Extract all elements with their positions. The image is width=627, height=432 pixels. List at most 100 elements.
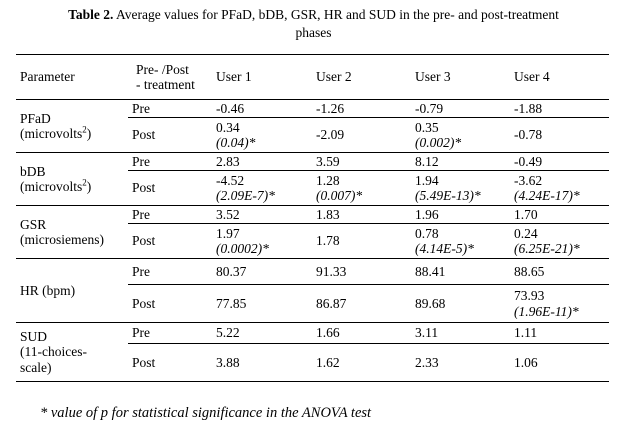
- footnote: * value of p for statistical significanc…: [40, 405, 372, 421]
- mean-value: 3.11: [415, 325, 439, 341]
- table-row: Post 3.88 1.62 2.33 1.06: [16, 344, 609, 382]
- header-user-1: User 1: [216, 69, 252, 85]
- mean-value: 1.62: [316, 354, 340, 370]
- mean-value: 1.83: [316, 206, 340, 222]
- mean-value: 89.68: [415, 295, 446, 311]
- mean-value: -4.52: [216, 172, 245, 188]
- value-cell: 80.37: [212, 258, 312, 285]
- mean-value: 88.41: [415, 263, 446, 279]
- header-user-3: User 3: [415, 69, 451, 85]
- caption-text: Average values for PFaD, bDB, GSR, HR an…: [116, 7, 559, 22]
- mean-value: 1.28: [316, 172, 340, 188]
- parameter-unit: (microvolts2): [20, 177, 92, 194]
- p-value: (0.002)*: [415, 135, 462, 150]
- mean-value: -0.79: [415, 100, 444, 116]
- table-row: Post 77.85 86.87 89.68 73.93 (1.96E-11)*: [16, 285, 609, 323]
- value-cell: 0.35 (0.002)*: [411, 118, 510, 153]
- mean-value: 86.87: [316, 295, 347, 311]
- mean-value: 0.24: [514, 225, 538, 241]
- table-row: GSR (microsiemens) Pre 3.52 1.83 1.96 1.70: [16, 205, 609, 247]
- mean-value: 2.83: [216, 153, 240, 169]
- phase-cell: Post: [132, 180, 156, 196]
- value-cell: 1.78: [312, 224, 411, 259]
- mean-value: 77.85: [216, 295, 247, 311]
- value-cell: 91.33: [312, 258, 411, 285]
- phase-cell: Post: [132, 233, 156, 249]
- parameter-cell: SUD (11-choices-scale): [16, 323, 128, 382]
- mean-value: -1.88: [514, 100, 543, 116]
- p-value: (4.14E-5)*: [415, 241, 474, 256]
- mean-value: -0.46: [216, 100, 245, 116]
- value-cell: -0.46: [212, 99, 312, 118]
- mean-value: 3.59: [316, 153, 340, 169]
- mean-value: 5.22: [216, 325, 240, 341]
- value-cell: 77.85: [212, 285, 312, 323]
- parameter-name: PFaD: [20, 110, 51, 126]
- data-table: Parameter Pre- /Post - treatment User 1 U…: [16, 54, 609, 382]
- mean-value: 0.34: [216, 119, 240, 135]
- value-cell: 89.68: [411, 285, 510, 323]
- value-cell: 3.88: [212, 344, 312, 382]
- mean-value: -0.78: [514, 127, 543, 143]
- table-row: PFaD (microvolts2) Pre -0.46 -1.26 -0.79 -1.88: [16, 99, 609, 141]
- mean-value: 1.11: [514, 325, 538, 341]
- phase-cell: Post: [132, 295, 156, 311]
- mean-value: 1.66: [316, 325, 340, 341]
- phase-cell: Pre: [128, 99, 212, 118]
- table-row: Post 1.97 (0.0002)* 1.78 0.78 (4.14E-5)* 0.24(…: [16, 224, 609, 259]
- value-cell: 3.11: [411, 322, 510, 344]
- table-caption: Table 2. Average values for PFaD, bDB, G…: [0, 6, 627, 42]
- header-user-2: User 2: [316, 69, 352, 85]
- mean-value: 1.78: [316, 233, 340, 249]
- value-cell: 88.41: [411, 258, 510, 285]
- value-cell: -1.26: [312, 99, 411, 118]
- mean-value: 73.93: [514, 288, 545, 303]
- value-cell: 2.83: [212, 152, 312, 171]
- value-cell: 1.94 (5.49E-13)*: [411, 171, 510, 206]
- p-value: (2.09E-7)*: [216, 188, 275, 203]
- parameter-name: HR (bpm): [20, 282, 76, 298]
- value-cell: -2.09: [312, 118, 411, 153]
- value-cell: 2.33: [411, 344, 510, 382]
- parameter-name: GSR: [20, 216, 47, 232]
- phase-cell: Pre: [128, 322, 212, 344]
- mean-value: 8.12: [415, 153, 439, 169]
- value-cell: 0.78 (4.14E-5)*: [411, 224, 510, 259]
- mean-value: 1.70: [514, 206, 538, 222]
- table-row: SUD (11-choices-scale) Pre 5.22 1.66 3.11 1.11: [16, 322, 609, 375]
- header-parameter: Parameter: [20, 69, 75, 85]
- value-cell: -4.52 (2.09E-7)*: [212, 171, 312, 206]
- value-cell: 88.65: [510, 258, 609, 285]
- mean-value: 1.94: [415, 172, 439, 188]
- parameter-cell: GSR (microsiemens): [16, 206, 128, 259]
- p-value: (0.007)*: [316, 188, 363, 203]
- mean-value: 3.52: [216, 206, 240, 222]
- value-cell: 1.96: [411, 205, 510, 224]
- mean-value: 91.33: [316, 263, 347, 279]
- value-cell: 3.52: [212, 205, 312, 224]
- value-cell: 3.59: [312, 152, 411, 171]
- value-cell: -3.62 (4.24E-17)*: [510, 171, 609, 206]
- mean-value: -0.49: [514, 153, 543, 169]
- value-cell: 1.62: [312, 344, 411, 382]
- parameter-name: bDB: [20, 163, 46, 179]
- caption-label: Table 2.: [68, 7, 114, 22]
- p-value: (0.0002)*: [216, 241, 269, 256]
- parameter-unit: (microvolts2): [20, 124, 92, 141]
- parameter-unit: (microsiemens): [20, 232, 104, 247]
- phase-cell: Pre: [128, 258, 212, 285]
- mean-value: -3.62: [514, 172, 543, 188]
- parameter-name: SUD: [20, 328, 48, 344]
- value-cell: -0.79: [411, 99, 510, 118]
- parameter-cell: bDB (microvolts2): [16, 153, 128, 206]
- value-cell: 0.24 (6.25E-21)*: [510, 224, 609, 259]
- mean-value: 1.96: [415, 206, 439, 222]
- parameter-cell: HR (bpm): [16, 259, 128, 323]
- value-cell: 73.93 (1.96E-11)*: [510, 285, 609, 323]
- value-cell: -0.49: [510, 152, 609, 171]
- value-cell: 1.06: [510, 344, 609, 382]
- mean-value: 2.33: [415, 354, 439, 370]
- p-value: (4.24E-17)*: [514, 188, 580, 203]
- value-cell: 5.22: [212, 322, 312, 344]
- header-row: Parameter Pre- /Post - treatment User 1 U…: [16, 54, 609, 100]
